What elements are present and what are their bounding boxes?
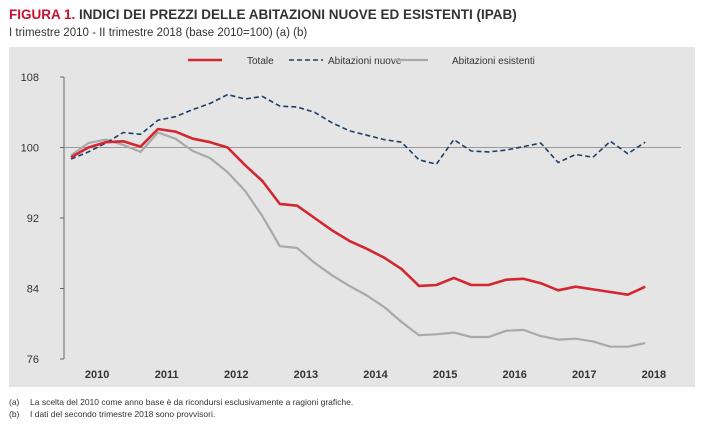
legend-abitazioni-esistenti-label: Abitazioni esistenti [452, 56, 535, 67]
y-tick-label: 84 [27, 284, 39, 296]
x-tick-label: 2017 [572, 369, 596, 381]
series-line-abitazioni-esistenti [70, 131, 646, 348]
footnote-b: (b) I dati del secondo trimestre 2018 son… [9, 408, 353, 420]
x-tick-label: 2016 [502, 369, 526, 381]
x-tick-label: 2018 [642, 369, 666, 381]
y-tick-label: 92 [27, 213, 39, 225]
x-tick-label: 2013 [294, 369, 318, 381]
footnotes: (a) La scelta del 2010 come anno base è d… [9, 396, 353, 420]
footnote-a: (a) La scelta del 2010 come anno base è d… [9, 396, 353, 408]
line-chart: 76 84 92 100 108 2010 2011 2012 2013 2014 2015 2016… [21, 56, 681, 381]
footnote-a-text: La scelta del 2010 come anno base è da r… [30, 397, 354, 407]
x-tick-label: 2014 [363, 369, 388, 381]
x-tick-label: 2012 [224, 369, 248, 381]
footnote-a-label: (a) [9, 397, 20, 407]
legend-totale-label: Totale [247, 56, 274, 67]
x-tick-label: 2011 [155, 369, 179, 381]
footnote-b-label: (b) [9, 409, 20, 419]
x-tick-label: 2015 [433, 369, 457, 381]
figure-title-text: INDICI DEI PREZZI DELLE ABITAZIONI NUOVE… [79, 7, 517, 22]
y-tick-label: 100 [21, 143, 39, 155]
footnote-b-text: I dati del secondo trimestre 2018 sono p… [30, 409, 216, 419]
legend-abitazioni-nuove-label: Abitazioni nuove [328, 56, 402, 67]
series-line-totale [70, 127, 646, 296]
figure-subtitle: I trimestre 2010 - II trimestre 2018 (ba… [9, 27, 308, 39]
chart-area: 76 84 92 100 108 2010 2011 2012 2013 2014 2015 2016… [9, 47, 695, 387]
series-line-abitazioni-nuove [70, 93, 646, 165]
y-tick-label: 76 [27, 354, 39, 366]
figure-label: FIGURA 1. [9, 7, 76, 22]
x-tick-label: 2010 [85, 369, 109, 381]
figure-title: FIGURA 1. INDICI DEI PREZZI DELLE ABITAZ… [9, 7, 517, 22]
y-tick-label: 108 [21, 72, 39, 84]
